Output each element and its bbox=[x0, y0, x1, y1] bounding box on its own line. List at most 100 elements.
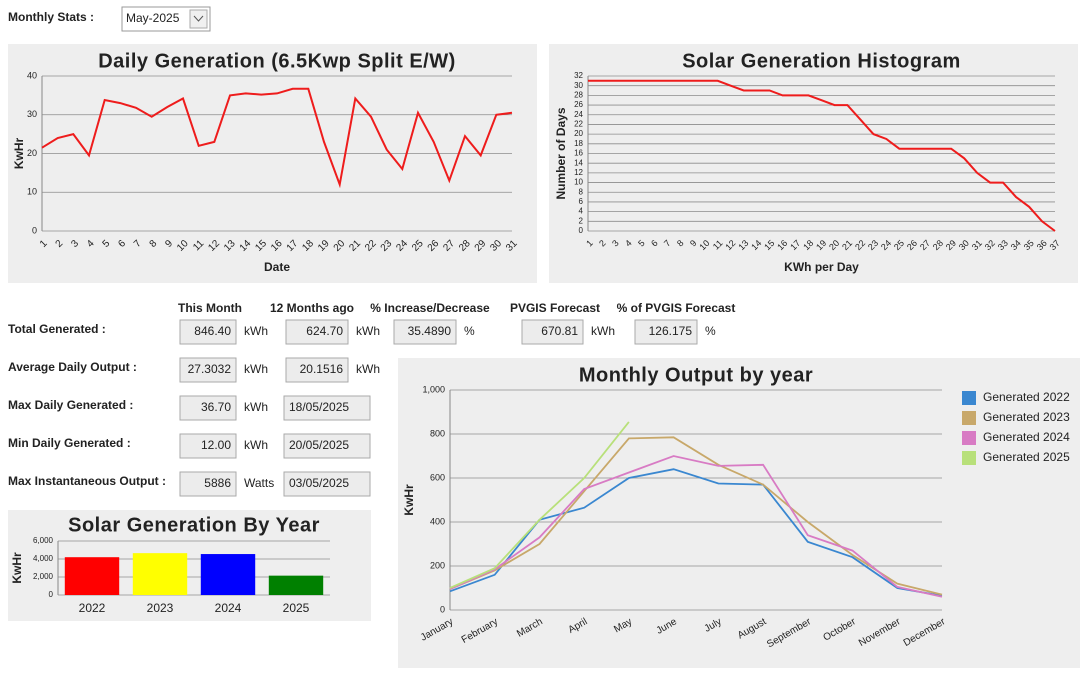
value-box bbox=[179, 319, 237, 345]
x-axis-label: Date bbox=[264, 260, 290, 274]
data-line bbox=[588, 79, 1056, 232]
x-tick-label: 4 bbox=[623, 238, 634, 249]
unit: kWh bbox=[356, 362, 380, 376]
column-header: This Month bbox=[178, 301, 242, 315]
legend-label: Generated 2025 bbox=[983, 450, 1070, 464]
x-axis-label: KWh per Day bbox=[784, 260, 859, 274]
y-tick-label: 6 bbox=[579, 197, 584, 206]
y-tick-label: 10 bbox=[27, 187, 37, 197]
y-tick-label: 0 bbox=[49, 590, 54, 599]
y-tick-label: 32 bbox=[574, 71, 583, 80]
x-tick-label: 9 bbox=[688, 238, 699, 249]
y-tick-label: 20 bbox=[574, 129, 583, 138]
unit: kWh bbox=[244, 362, 268, 376]
y-tick-label: 200 bbox=[430, 560, 445, 570]
legend-swatch bbox=[962, 391, 976, 405]
legend-label: Generated 2022 bbox=[983, 390, 1070, 404]
value: 12.00 bbox=[201, 438, 231, 452]
unit: % bbox=[705, 324, 716, 338]
y-tick-label: 0 bbox=[579, 226, 584, 235]
unit: kWh bbox=[356, 324, 380, 338]
value: 03/05/2025 bbox=[289, 476, 349, 490]
unit: Watts bbox=[244, 476, 274, 490]
value: 36.70 bbox=[201, 400, 231, 414]
value: 670.81 bbox=[541, 324, 578, 338]
value: 18/05/2025 bbox=[289, 400, 349, 414]
y-axis-label: Number of Days bbox=[554, 107, 568, 199]
value-box bbox=[393, 319, 457, 345]
y-tick-label: 20 bbox=[27, 148, 37, 158]
column-header: PVGIS Forecast bbox=[510, 301, 600, 315]
value-box bbox=[634, 319, 698, 345]
value-box bbox=[179, 433, 237, 459]
legend-swatch bbox=[962, 451, 976, 465]
legend-swatch bbox=[962, 431, 976, 445]
y-axis-label: KwHr bbox=[12, 138, 26, 170]
x-tick-label: 2025 bbox=[283, 601, 310, 615]
value: 126.175 bbox=[649, 324, 693, 338]
y-tick-label: 2 bbox=[579, 216, 584, 225]
row-label: Max Daily Generated : bbox=[8, 398, 133, 412]
chart-panel bbox=[398, 358, 1080, 668]
chart-title: Daily Generation (6.5Kwp Split E/W) bbox=[98, 50, 456, 72]
y-tick-label: 4,000 bbox=[33, 554, 54, 563]
legend-label: Generated 2023 bbox=[983, 410, 1070, 424]
value-box bbox=[521, 319, 584, 345]
x-tick-label: 8 bbox=[675, 238, 686, 249]
data-line bbox=[41, 87, 513, 189]
y-tick-label: 1,000 bbox=[422, 384, 445, 394]
y-tick-label: 8 bbox=[579, 187, 584, 196]
x-tick-label: 1 bbox=[584, 238, 595, 249]
unit: kWh bbox=[244, 438, 268, 452]
y-tick-label: 24 bbox=[574, 110, 583, 119]
row-label: Total Generated : bbox=[8, 322, 106, 336]
value-box bbox=[179, 471, 237, 497]
bar bbox=[64, 557, 120, 595]
row-label: Max Instantaneous Output : bbox=[8, 474, 166, 488]
value-box bbox=[283, 433, 371, 459]
y-tick-label: 28 bbox=[574, 90, 583, 99]
unit: % bbox=[464, 324, 475, 338]
legend-swatch bbox=[962, 411, 976, 425]
y-tick-label: 0 bbox=[440, 604, 445, 614]
y-tick-label: 4 bbox=[579, 207, 584, 216]
unit: kWh bbox=[244, 324, 268, 338]
y-tick-label: 14 bbox=[574, 158, 583, 167]
y-tick-label: 800 bbox=[430, 428, 445, 438]
value-box bbox=[283, 471, 371, 497]
data-line bbox=[449, 455, 943, 598]
column-header: % Increase/Decrease bbox=[370, 301, 490, 315]
value-box bbox=[285, 357, 349, 383]
y-tick-label: 18 bbox=[574, 139, 583, 148]
header-label: Monthly Stats : bbox=[8, 10, 94, 24]
y-tick-label: 30 bbox=[27, 109, 37, 119]
x-tick-label: 2024 bbox=[215, 601, 242, 615]
row-label: Average Daily Output : bbox=[8, 360, 137, 374]
chart-panel bbox=[8, 44, 537, 283]
x-tick-label: 7 bbox=[662, 238, 673, 249]
bar bbox=[132, 553, 188, 595]
value: 20.1516 bbox=[300, 362, 344, 376]
y-tick-label: 2,000 bbox=[33, 572, 54, 581]
value: 5886 bbox=[204, 476, 231, 490]
column-header: % of PVGIS Forecast bbox=[617, 301, 736, 315]
x-tick-label: 6 bbox=[649, 238, 660, 249]
bar bbox=[200, 554, 256, 595]
select-arrow-box[interactable] bbox=[189, 9, 208, 29]
x-tick-label: 2022 bbox=[79, 601, 106, 615]
value-box bbox=[179, 357, 237, 383]
value-box bbox=[283, 395, 371, 421]
y-tick-label: 10 bbox=[574, 178, 583, 187]
x-tick-label: 3 bbox=[610, 238, 621, 249]
month-select-value: May-2025 bbox=[126, 11, 180, 25]
y-tick-label: 26 bbox=[574, 100, 583, 109]
unit: kWh bbox=[591, 324, 615, 338]
value: 846.40 bbox=[194, 324, 231, 338]
y-tick-label: 0 bbox=[32, 225, 37, 235]
x-tick-label: 5 bbox=[636, 238, 647, 249]
x-tick-label: 2023 bbox=[147, 601, 174, 615]
y-tick-label: 16 bbox=[574, 149, 583, 158]
x-tick-label: 2 bbox=[597, 238, 608, 249]
y-axis-label: KwHr bbox=[10, 552, 24, 584]
